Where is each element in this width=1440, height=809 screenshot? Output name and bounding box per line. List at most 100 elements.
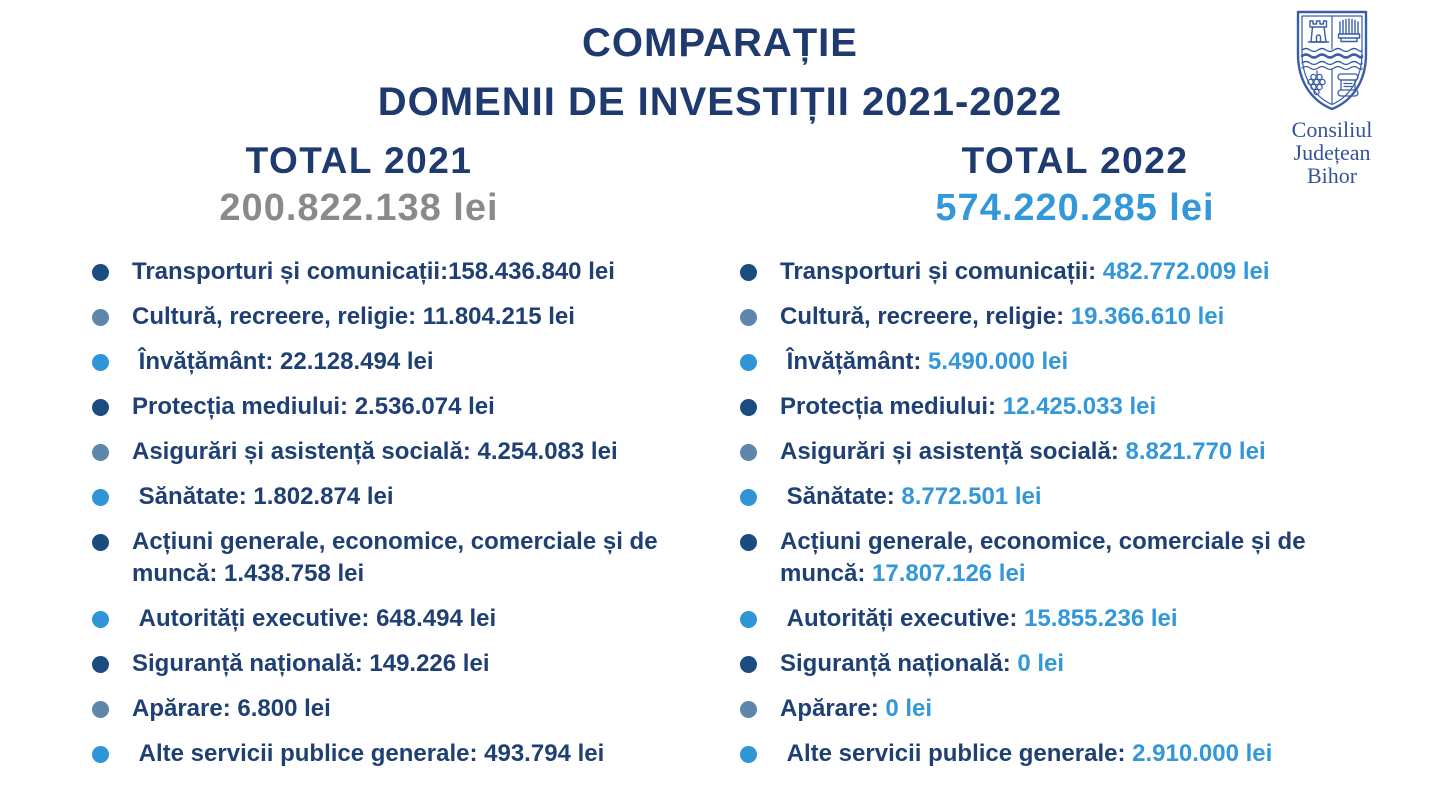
list-item: Protecția mediului: 12.425.033 lei [740, 391, 1390, 423]
list-item: Sănătate: 1.802.874 lei [92, 481, 715, 513]
bullet-icon [740, 489, 757, 506]
coat-of-arms-icon [1262, 8, 1402, 114]
list-item: Alte servicii publice generale: 2.910.00… [740, 738, 1390, 770]
item-text: Siguranță națională: 0 lei [780, 648, 1375, 680]
item-text: Transporturi și comunicații: 482.772.009… [780, 256, 1375, 288]
item-value: 482.772.009 lei [1102, 258, 1270, 285]
item-text: Protecția mediului: 12.425.033 lei [780, 391, 1375, 423]
item-text: Alte servicii publice generale: 493.794 … [132, 738, 715, 770]
item-value: 2.910.000 lei [1132, 740, 1273, 767]
total-2022-heading: TOTAL 2022 [961, 140, 1189, 181]
bullet-icon [92, 309, 109, 326]
totals-2022: TOTAL 2022 574.220.285 lei [760, 138, 1390, 232]
total-2021-amount: 200.822.138 lei [219, 187, 499, 229]
item-text: Asigurări și asistență socială: 4.254.08… [132, 436, 715, 468]
list-item: Alte servicii publice generale: 493.794 … [92, 738, 715, 770]
column-2022: TOTAL 2022 574.220.285 lei Transporturi … [740, 138, 1390, 783]
item-text: Asigurări și asistență socială: 8.821.77… [780, 436, 1375, 468]
bihor-county-logo: Consiliul Județean Bihor [1262, 8, 1402, 187]
item-value: 2.536.074 lei [354, 393, 495, 420]
item-label: Autorități executive: [780, 605, 1025, 632]
title-line-1: COMPARAȚIE [582, 21, 858, 65]
item-label: Apărare: [780, 695, 886, 722]
bullet-icon [92, 354, 109, 371]
investment-list-2022: Transporturi și comunicații: 482.772.009… [740, 256, 1390, 770]
bullet-icon [740, 444, 757, 461]
item-value: 648.494 lei [376, 605, 497, 632]
total-2021-heading: TOTAL 2021 [245, 140, 473, 181]
bullet-icon [92, 611, 109, 628]
item-label: Acțiuni generale, economice, comerciale … [780, 528, 1313, 587]
logo-caption-line-1: Consiliul [1291, 117, 1373, 142]
item-label: Învățământ: [780, 348, 929, 375]
item-value: 1.438.758 lei [224, 560, 365, 587]
list-item: Acțiuni generale, economice, comerciale … [92, 526, 715, 590]
item-value: 22.128.494 lei [280, 348, 434, 375]
item-label: Alte servicii publice generale: [780, 740, 1133, 767]
item-text: Autorități executive: 15.855.236 lei [780, 603, 1375, 635]
item-label: Apărare: [132, 695, 238, 722]
list-item: Transporturi și comunicații: 482.772.009… [740, 256, 1390, 288]
list-item: Siguranță națională: 149.226 lei [92, 648, 715, 680]
item-text: Sănătate: 1.802.874 lei [132, 481, 715, 513]
item-value: 8.821.770 lei [1125, 438, 1266, 465]
item-value: 0 lei [1017, 650, 1065, 677]
item-label: Autorități executive: [132, 605, 377, 632]
logo-caption: Consiliul Județean Bihor [1262, 118, 1402, 187]
item-text: Cultură, recreere, religie: 11.804.215 l… [132, 301, 715, 333]
item-value: 149.226 lei [369, 650, 490, 677]
bullet-icon [740, 399, 757, 416]
list-item: Asigurări și asistență socială: 4.254.08… [92, 436, 715, 468]
total-2022-amount: 574.220.285 lei [935, 187, 1215, 229]
item-text: Protecția mediului: 2.536.074 lei [132, 391, 715, 423]
list-item: Apărare: 0 lei [740, 693, 1390, 725]
item-text: Acțiuni generale, economice, comerciale … [132, 526, 715, 590]
list-item: Sănătate: 8.772.501 lei [740, 481, 1390, 513]
item-label: Asigurări și asistență socială: [780, 438, 1126, 465]
item-value: 6.800 lei [237, 695, 331, 722]
item-text: Siguranță națională: 149.226 lei [132, 648, 715, 680]
list-item: Autorități executive: 648.494 lei [92, 603, 715, 635]
item-value: 1.802.874 lei [253, 483, 394, 510]
list-item: Autorități executive: 15.855.236 lei [740, 603, 1390, 635]
item-value: 4.254.083 lei [477, 438, 618, 465]
item-text: Autorități executive: 648.494 lei [132, 603, 715, 635]
list-item: Învățământ: 5.490.000 lei [740, 346, 1390, 378]
list-item: Transporturi și comunicații:158.436.840 … [92, 256, 715, 288]
item-value: 158.436.840 lei [448, 258, 615, 285]
item-text: Cultură, recreere, religie: 19.366.610 l… [780, 301, 1375, 333]
logo-caption-line-2: Județean [1293, 140, 1371, 165]
item-label: Protecția mediului: [132, 393, 355, 420]
bullet-icon [92, 701, 109, 718]
item-label: Siguranță națională: [132, 650, 370, 677]
comparison-columns: TOTAL 2021 200.822.138 lei Transporturi … [0, 138, 1390, 783]
item-label: Sănătate: [132, 483, 254, 510]
title-line-2: DOMENII DE INVESTIȚII 2021-2022 [377, 80, 1063, 124]
item-value: 5.490.000 lei [928, 348, 1069, 375]
item-label: Cultură, recreere, religie: [132, 303, 423, 330]
item-label: Alte servicii publice generale: [132, 740, 485, 767]
item-text: Acțiuni generale, economice, comerciale … [780, 526, 1375, 590]
bullet-icon [740, 309, 757, 326]
list-item: Învățământ: 22.128.494 lei [92, 346, 715, 378]
list-item: Cultură, recreere, religie: 11.804.215 l… [92, 301, 715, 333]
item-value: 11.804.215 lei [422, 303, 575, 330]
bullet-icon [92, 656, 109, 673]
item-label: Cultură, recreere, religie: [780, 303, 1071, 330]
item-label: Transporturi și comunicații: [132, 258, 449, 285]
item-value: 8.772.501 lei [901, 483, 1042, 510]
page-title: COMPARAȚIE DOMENII DE INVESTIȚII 2021-20… [0, 14, 1440, 132]
totals-2021: TOTAL 2021 200.822.138 lei [92, 138, 626, 232]
bullet-icon [92, 489, 109, 506]
item-text: Alte servicii publice generale: 2.910.00… [780, 738, 1375, 770]
item-value: 19.366.610 lei [1070, 303, 1225, 330]
item-text: Apărare: 6.800 lei [132, 693, 715, 725]
item-value: 493.794 lei [484, 740, 605, 767]
bullet-icon [740, 701, 757, 718]
item-label: Asigurări și asistență socială: [132, 438, 478, 465]
bullet-icon [740, 611, 757, 628]
item-text: Transporturi și comunicații:158.436.840 … [132, 256, 715, 288]
list-item: Asigurări și asistență socială: 8.821.77… [740, 436, 1390, 468]
bullet-icon [740, 746, 757, 763]
